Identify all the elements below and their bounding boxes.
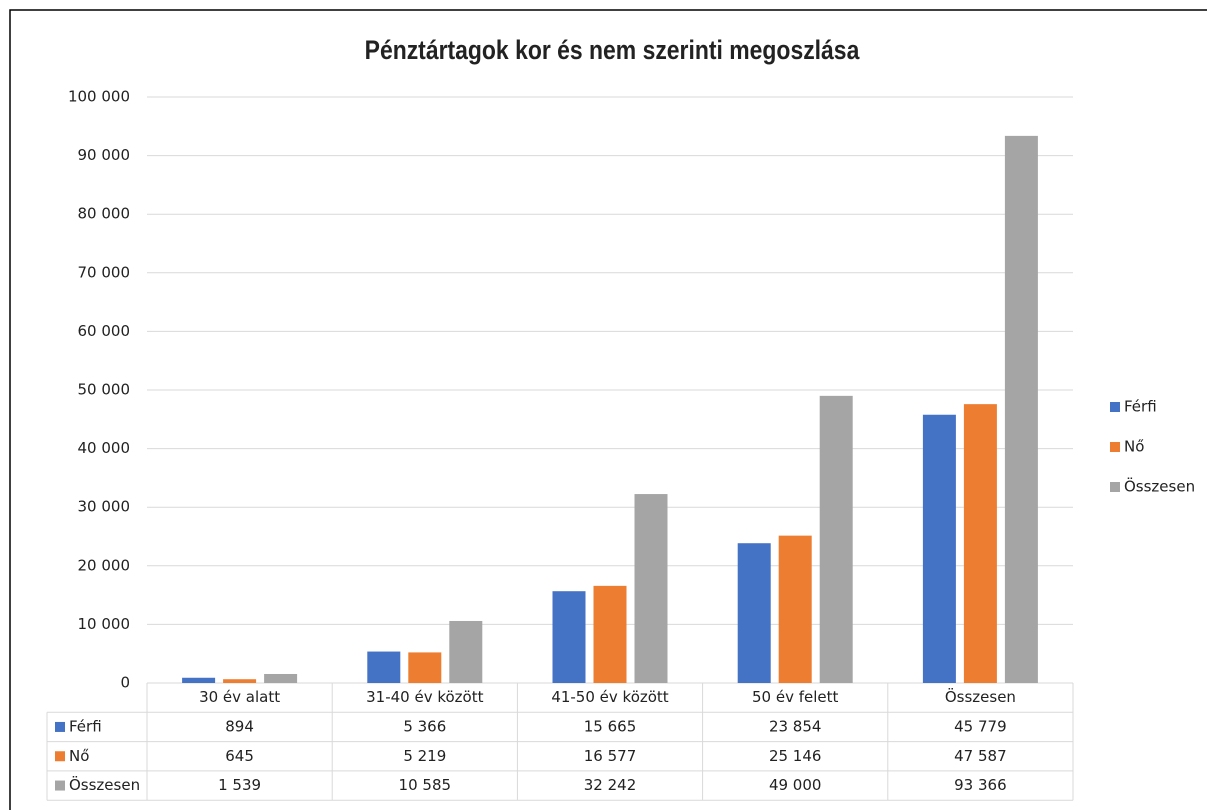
table-row-label: Férfi bbox=[69, 717, 102, 735]
table-value: 10 585 bbox=[399, 776, 452, 794]
chart-title: Pénztártagok kor és nem szerinti megoszl… bbox=[365, 35, 861, 65]
table-value: 15 665 bbox=[584, 717, 637, 735]
table-value: 5 219 bbox=[403, 747, 446, 765]
bar bbox=[634, 494, 668, 683]
table-value: 25 146 bbox=[769, 747, 822, 765]
bar bbox=[922, 414, 956, 683]
bar bbox=[737, 543, 771, 683]
y-tick-label: 50 000 bbox=[78, 381, 131, 399]
table-value: 16 577 bbox=[584, 747, 637, 765]
table-value: 1 539 bbox=[218, 776, 261, 794]
bar bbox=[819, 395, 853, 683]
legend-key bbox=[1110, 442, 1120, 452]
table-legend-key bbox=[55, 780, 65, 791]
legend-key bbox=[1110, 482, 1120, 492]
y-tick-label: 20 000 bbox=[78, 556, 131, 574]
x-tick-label: 30 év alatt bbox=[199, 688, 280, 706]
table-legend-key bbox=[55, 721, 65, 732]
table-value: 894 bbox=[225, 717, 254, 735]
bar bbox=[449, 620, 483, 683]
y-tick-label: 10 000 bbox=[78, 615, 131, 633]
bar bbox=[223, 679, 257, 683]
y-tick-label: 100 000 bbox=[68, 88, 130, 106]
x-tick-label: 50 év felett bbox=[752, 688, 839, 706]
bar bbox=[963, 404, 997, 683]
bar bbox=[778, 535, 812, 683]
bar bbox=[1004, 135, 1038, 683]
bar bbox=[264, 673, 298, 683]
table-value: 645 bbox=[225, 747, 254, 765]
table-value: 5 366 bbox=[403, 717, 446, 735]
legend-key bbox=[1110, 402, 1120, 412]
table-value: 32 242 bbox=[584, 776, 637, 794]
y-tick-label: 40 000 bbox=[78, 439, 131, 457]
table-value: 45 779 bbox=[954, 717, 1007, 735]
bar bbox=[367, 651, 401, 683]
table-legend-key bbox=[55, 751, 65, 762]
legend-label: Férfi bbox=[1124, 398, 1157, 416]
bar bbox=[593, 585, 627, 683]
legend-label: Összesen bbox=[1124, 477, 1195, 496]
y-tick-label: 30 000 bbox=[78, 498, 131, 516]
legend-label: Nő bbox=[1124, 438, 1144, 456]
y-tick-label: 60 000 bbox=[78, 322, 131, 340]
table-row-label: Összesen bbox=[69, 775, 140, 794]
x-tick-label: 41-50 év között bbox=[551, 688, 668, 706]
bar bbox=[552, 591, 586, 683]
y-tick-label: 90 000 bbox=[78, 146, 131, 164]
y-tick-label: 70 000 bbox=[78, 263, 131, 281]
x-tick-label: Összesen bbox=[945, 687, 1016, 706]
x-tick-label: 31-40 év között bbox=[366, 688, 483, 706]
y-tick-label: 0 bbox=[120, 674, 130, 692]
table-value: 49 000 bbox=[769, 776, 822, 794]
y-tick-label: 80 000 bbox=[78, 205, 131, 223]
bar bbox=[408, 652, 442, 683]
table-value: 93 366 bbox=[954, 776, 1007, 794]
table-value: 47 587 bbox=[954, 747, 1007, 765]
bar bbox=[182, 677, 216, 683]
table-value: 23 854 bbox=[769, 717, 822, 735]
table-row-label: Nő bbox=[69, 747, 89, 765]
